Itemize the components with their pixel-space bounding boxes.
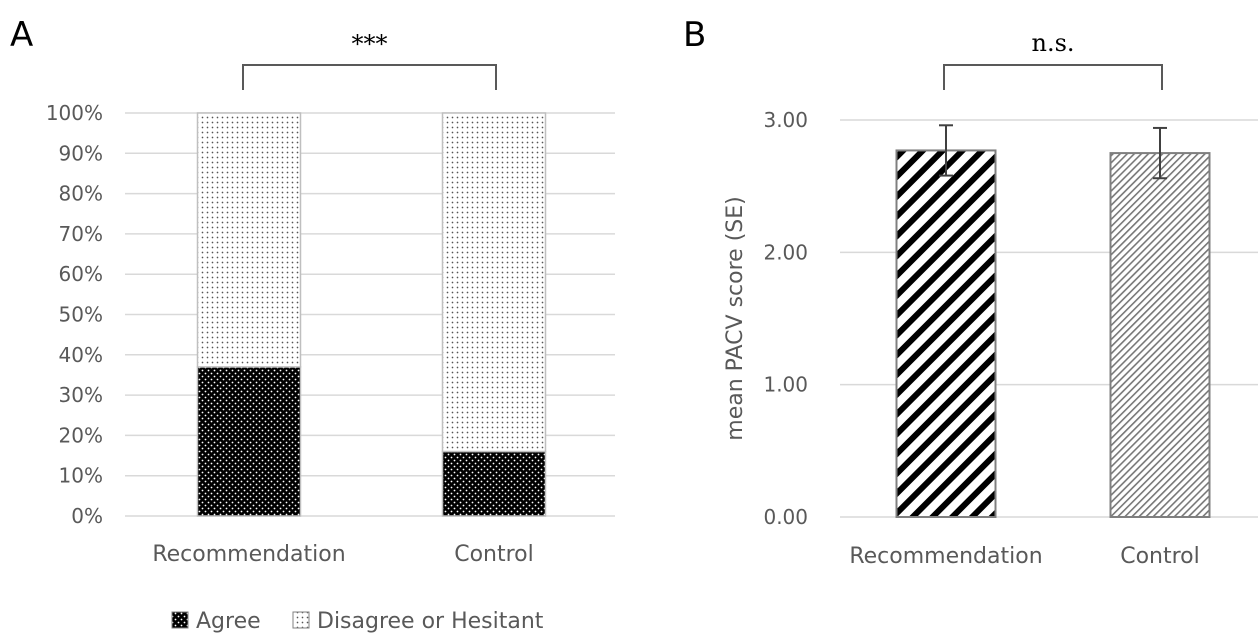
panel-a-legend-label: Agree	[196, 609, 261, 633]
panel-b-y-tick-label: 2.00	[763, 240, 808, 264]
panel-b-bar	[1109, 152, 1211, 518]
panel-a-bar-segment	[196, 366, 302, 517]
panel-b-category-label: Recommendation	[849, 544, 1042, 569]
panel-b-significance-bracket	[943, 64, 1163, 90]
panel-b-y-tick-label: 1.00	[763, 373, 808, 397]
panel-b-label: B	[683, 15, 706, 55]
panel-a-legend-swatch	[171, 611, 189, 629]
panel-a-y-tick-label: 60%	[59, 262, 103, 286]
panel-a-y-ticks: 0% 10% 20% 30% 40% 50% 60% 70% 80% 90% 100%	[46, 101, 103, 528]
panel-b-category-label: Control	[1120, 544, 1200, 569]
panel-b-error-bars	[939, 124, 1167, 180]
panel-a-y-tick-label: 90%	[59, 141, 103, 165]
panel-a-significance-bracket	[242, 64, 497, 90]
panel-a-legend-label: Disagree or Hesitant	[317, 609, 544, 633]
panel-b-significance-label: n.s.	[1031, 29, 1074, 57]
panel-a-bar-segment	[441, 450, 547, 517]
panel-a-bar-segment	[196, 112, 302, 368]
panel-a-label: A	[10, 15, 33, 55]
panel-b-y-ticks: 0.00 1.00 2.00 3.00	[763, 108, 808, 529]
panel-a-bar-segment	[441, 112, 547, 453]
panel-b-bars	[895, 149, 1211, 518]
panel-a-y-tick-label: 40%	[59, 343, 103, 367]
panel-a-category-label: Recommendation	[152, 542, 345, 567]
panel-a-categories: Recommendation Control	[152, 542, 533, 567]
panel-a-y-tick-label: 70%	[59, 222, 103, 246]
panel-a: A 0% 10% 20% 30% 40% 50% 60% 70% 80% 90% 100% Reco…	[10, 15, 615, 633]
panel-a-bars	[196, 112, 547, 517]
panel-b-y-tick-label: 3.00	[763, 108, 808, 132]
panel-a-category-label: Control	[454, 542, 534, 567]
panel-a-legend-swatch	[292, 611, 310, 629]
panel-a-y-tick-label: 10%	[59, 464, 103, 488]
panel-a-significance-label: ***	[352, 30, 388, 58]
panel-a-y-tick-label: 50%	[59, 303, 103, 327]
panel-a-y-tick-label: 100%	[46, 101, 103, 125]
panel-a-y-tick-label: 30%	[59, 383, 103, 407]
panel-a-y-tick-label: 80%	[59, 182, 103, 206]
panel-a-y-tick-label: 20%	[59, 423, 103, 447]
panel-a-legend: Agree Disagree or Hesitant	[171, 609, 544, 633]
panel-b: B mean PACV score (SE) 0.001.002.003.00 …	[683, 15, 1258, 569]
panel-a-y-tick-label: 0%	[71, 504, 103, 528]
panel-b-bar	[895, 149, 997, 518]
panel-b-categories: Recommendation Control	[849, 544, 1199, 569]
panel-b-y-tick-label: 0.00	[763, 505, 808, 529]
panel-b-y-axis-label: mean PACV score (SE)	[723, 196, 748, 440]
